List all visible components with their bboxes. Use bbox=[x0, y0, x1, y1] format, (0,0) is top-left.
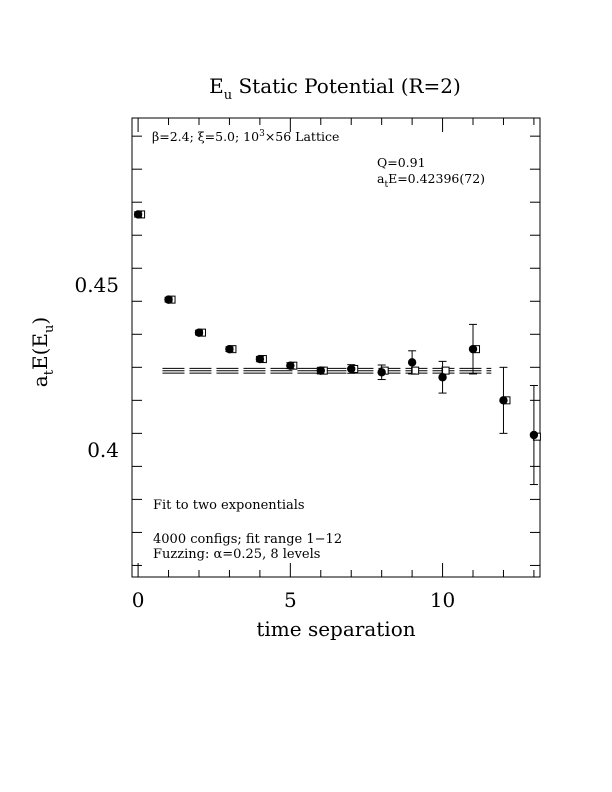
data-point bbox=[407, 350, 417, 375]
data-point-marker bbox=[255, 354, 265, 364]
data-point bbox=[255, 354, 265, 364]
x-tick-label: 0 bbox=[132, 588, 145, 612]
data-point bbox=[377, 364, 386, 381]
data-point-marker bbox=[286, 361, 295, 370]
data-point-marker bbox=[438, 373, 447, 382]
fuzzing-annotation: Fuzzing: α=0.25, 8 levels bbox=[153, 547, 320, 562]
data-point bbox=[529, 384, 539, 486]
data-point-marker bbox=[133, 210, 143, 219]
data-point-marker bbox=[468, 344, 478, 354]
fit-point-marker bbox=[411, 366, 420, 375]
y-tick-label: 0.45 bbox=[74, 273, 119, 297]
data-point-marker bbox=[164, 295, 173, 304]
data-point-marker bbox=[499, 396, 508, 405]
data-point-marker bbox=[347, 364, 356, 374]
tick-labels: 0 5 10 0.4 0.45 bbox=[74, 273, 455, 612]
data-point bbox=[225, 344, 234, 354]
data-point bbox=[194, 328, 204, 337]
data-point-marker bbox=[225, 344, 234, 354]
data-point bbox=[164, 295, 173, 304]
data-point-marker bbox=[529, 430, 539, 440]
chart-title: Eu Static Potential (R=2) bbox=[209, 74, 461, 103]
x-tick-label: 5 bbox=[284, 588, 297, 612]
data-point bbox=[347, 364, 356, 374]
configs-annotation: 4000 configs; fit range 1−12 bbox=[153, 532, 342, 547]
lattice-annotation: β=2.4; ξ=5.0; 103×56 Lattice bbox=[152, 129, 339, 144]
data-point bbox=[468, 323, 478, 375]
y-tick-label: 0.4 bbox=[87, 438, 119, 462]
plot-frame bbox=[131, 117, 541, 578]
y-axis-label: atE(Eu) bbox=[28, 317, 57, 387]
energy-annotation: atE=0.42396(72) bbox=[377, 171, 485, 190]
x-tick-label: 10 bbox=[430, 588, 455, 612]
fit-point bbox=[411, 366, 420, 375]
data-point-marker bbox=[407, 358, 417, 367]
data-point bbox=[499, 366, 508, 434]
q-value-annotation: Q=0.91 bbox=[377, 155, 426, 170]
data-point bbox=[133, 210, 143, 219]
data-point-marker bbox=[194, 328, 204, 337]
data-point-marker bbox=[377, 368, 386, 377]
data-point bbox=[316, 366, 325, 375]
data-marks bbox=[133, 210, 541, 486]
data-point bbox=[286, 361, 295, 370]
data-point-marker bbox=[316, 366, 325, 375]
fit-type-annotation: Fit to two exponentials bbox=[153, 498, 305, 513]
data-point bbox=[438, 360, 447, 394]
x-axis-label: time separation bbox=[256, 617, 415, 641]
